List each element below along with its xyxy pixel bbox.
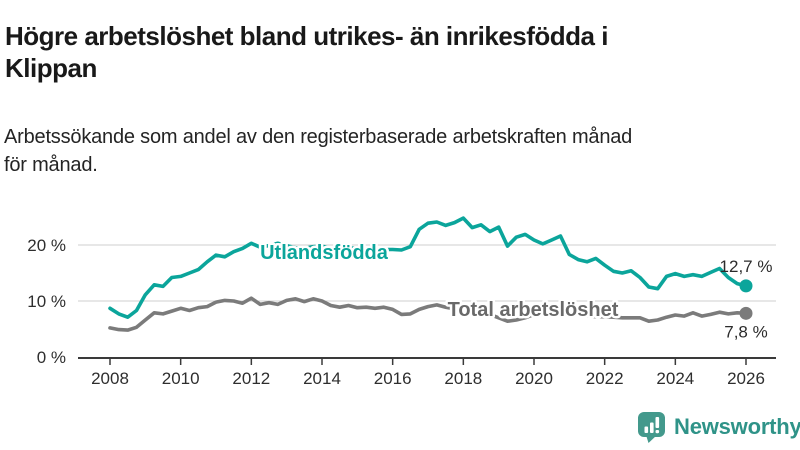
series-end-value-label: 12,7 % [720,257,773,276]
x-axis-tick-label: 2014 [303,369,341,388]
y-axis-tick-label: 10 % [27,292,66,311]
x-axis-tick-label: 2026 [727,369,765,388]
x-axis-tick-label: 2020 [515,369,553,388]
newsworthy-logo-icon [638,412,665,443]
x-axis-tick-label: 2016 [374,369,412,388]
brand-wordmark: Newsworthy [674,414,800,439]
x-axis-tick-label: 2010 [162,369,200,388]
x-axis-tick-label: 2024 [656,369,694,388]
x-axis-tick-label: 2012 [232,369,270,388]
series-line-utlandsfodda [108,216,748,320]
bar-chart-exclamation-glyph [644,417,660,434]
y-axis-tick-label: 20 % [27,236,66,255]
series-line-total [108,296,748,332]
brand-footer: Newsworthy [637,410,800,444]
series-inline-label: Utlandsfödda [260,242,389,264]
x-axis-tick-label: 2008 [91,369,129,388]
series-end-value-label: 7,8 % [724,322,767,341]
x-axis-tick-label: 2022 [586,369,624,388]
x-axis-tick-label: 2018 [444,369,482,388]
page-subtitle: Arbetssökande som andel av den registerb… [4,126,633,176]
series-end-dot [739,279,753,293]
y-axis-tick-label: 0 % [37,348,66,367]
series-end-dot [739,306,753,320]
page-title: Högre arbetslöshet bland utrikes- än inr… [5,21,608,84]
series-inline-label: Total arbetslöshet [448,299,619,321]
